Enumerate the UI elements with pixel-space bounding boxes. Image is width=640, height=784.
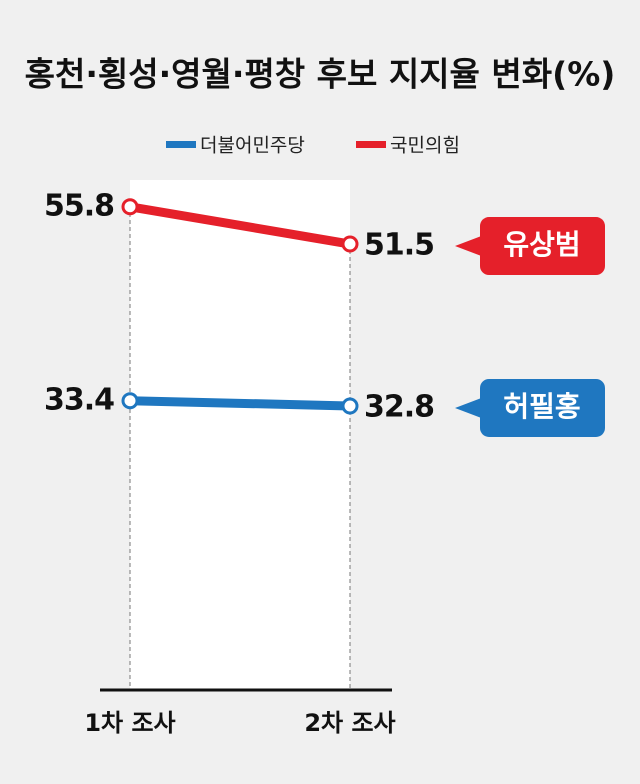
marker: [341, 235, 359, 253]
legend-label: 국민의힘: [390, 135, 460, 157]
value-label: 51.5: [364, 228, 434, 263]
callout-pointer: [455, 396, 484, 419]
callout-pointer: [455, 235, 484, 258]
value-label: 33.4: [44, 382, 114, 417]
legend-label: 더불어민주당: [200, 135, 305, 157]
marker: [341, 397, 359, 415]
callout-box: [480, 378, 605, 437]
legend-swatch: [356, 141, 386, 148]
line: [129, 202, 351, 249]
value-label: 55.8: [44, 188, 114, 223]
x-tick-label: 1차 조사: [84, 709, 175, 737]
plot-area: [130, 180, 350, 690]
value-label: 32.8: [364, 389, 434, 424]
x-tick-label: 2차 조사: [304, 709, 395, 737]
marker: [121, 198, 139, 216]
callout-box: [480, 217, 605, 276]
callout-label: 유상범: [503, 228, 580, 261]
legend-swatch: [166, 141, 196, 148]
line: [129, 396, 351, 411]
callout-label: 허필홍: [503, 390, 580, 423]
chart-title: 홍천·횡성·영월·평창 후보 지지율 변화(%): [25, 55, 616, 94]
marker: [121, 392, 139, 410]
